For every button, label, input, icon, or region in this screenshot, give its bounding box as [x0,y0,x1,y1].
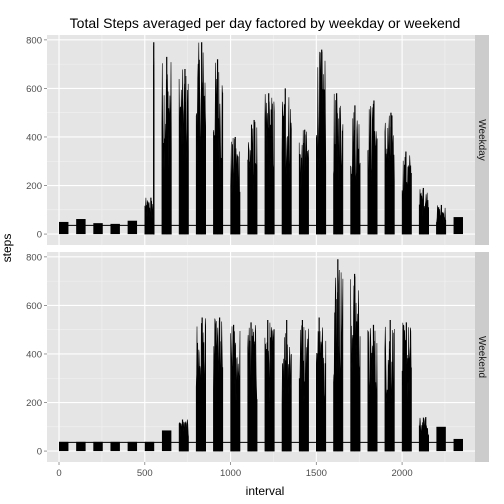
series-block [76,219,86,235]
y-tick-label: 200 [26,181,42,192]
y-tick-label: 0 [37,447,42,458]
series-block [76,441,86,452]
panel-weekend: 0 200 400 600 800 Weekend [26,252,489,462]
facet-strip-label: Weekday [476,119,487,161]
y-tick-label: 400 [26,132,42,143]
series-block [110,223,120,235]
series-block [367,328,378,452]
facet-strip [475,252,489,462]
series-weekend [59,259,463,452]
series-block [367,103,378,235]
x-axis-title: interval [246,484,285,498]
facet-strip [475,35,489,245]
x-tick-label: 0 [56,468,61,479]
y-tick-label: 600 [26,301,42,312]
series-block [350,276,361,452]
y-tick-label: 400 [26,349,42,360]
chart-title: Total Steps averaged per day factored by… [70,15,461,31]
y-tick-label: 800 [26,35,42,46]
series-block [453,438,463,452]
series-block [247,325,258,452]
y-tick-label: 0 [37,230,42,241]
series-block [298,130,309,235]
x-tick-label: 1500 [306,468,327,479]
panel-weekday: 0 200 400 600 800 Weekday [26,35,489,245]
series-block [59,221,69,235]
series-block [93,441,103,452]
y-axis-title: steps [0,234,14,263]
x-tick-label: 2000 [392,468,413,479]
series-block [144,441,155,452]
series-block [127,441,138,452]
series-block [161,430,172,452]
series-block [213,318,224,452]
series-block [230,326,241,452]
series-weekday [59,42,463,235]
series-block [59,441,69,452]
series-block [127,220,138,235]
series-block [178,419,189,452]
y-tick-label: 200 [26,398,42,409]
series-block [264,94,275,235]
facet-panels: 0 200 400 600 800 Weekday 0 200 400 600 800 Weekend… [26,35,489,479]
series-block [110,441,120,452]
x-tick-label: 1000 [220,468,241,479]
series-block [93,223,103,235]
series-block [401,153,412,235]
series-block [281,97,292,235]
x-tick-label: 500 [137,468,153,479]
facet-strip-label: Weekend [476,336,487,378]
series-block [453,217,463,235]
series-block [436,426,446,452]
series-block [247,121,258,235]
series-block [384,115,395,235]
series-block [195,318,206,452]
series-block [178,69,189,235]
y-tick-label: 600 [26,84,42,95]
y-tick-label: 800 [26,252,42,263]
series-block [298,325,309,452]
series-block [333,93,344,235]
